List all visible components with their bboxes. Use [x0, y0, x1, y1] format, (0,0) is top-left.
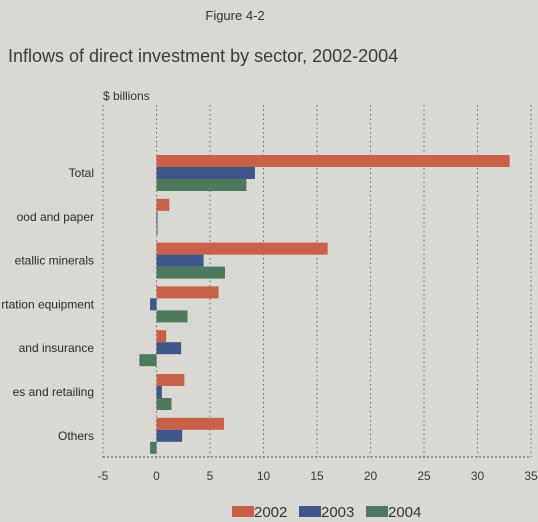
legend-label: 2002	[254, 504, 287, 521]
category-label: and insurance	[19, 341, 95, 355]
x-tick-label: -5	[98, 469, 109, 483]
legend-label: 2004	[388, 504, 421, 521]
bar-2002	[156, 242, 328, 255]
bar-2002	[156, 417, 224, 430]
x-tick-label: 10	[257, 469, 271, 483]
x-tick-label: 0	[153, 469, 160, 483]
bar-2004	[156, 222, 158, 235]
bar-2003	[156, 342, 182, 355]
legend-swatch-2003	[299, 506, 321, 517]
bar-2004	[156, 266, 225, 279]
category-label: es and retailing	[13, 385, 94, 399]
legend-swatch-2002	[232, 506, 254, 517]
bar-2003	[156, 254, 204, 267]
bar-2004	[150, 441, 157, 454]
category-label: ood and paper	[17, 210, 94, 224]
bar-2003	[150, 298, 157, 311]
bar-2003	[156, 167, 255, 179]
category-label: Total	[69, 166, 94, 180]
category-label: Others	[58, 429, 94, 443]
bar-2003	[156, 386, 162, 398]
x-tick-label: 35	[524, 469, 538, 483]
bar-2002	[156, 374, 185, 386]
bar-2004	[156, 310, 188, 323]
x-tick-label: 30	[471, 469, 485, 483]
bar-2004	[156, 179, 247, 191]
x-tick-label: 5	[207, 469, 214, 483]
x-tick-label: 25	[417, 469, 431, 483]
bar-2002	[156, 330, 167, 343]
x-tick-label: 20	[364, 469, 378, 483]
bar-2002	[156, 286, 219, 299]
x-tick-label: 15	[310, 469, 324, 483]
bar-2004	[139, 354, 157, 367]
category-label: etallic minerals	[15, 254, 94, 268]
figure-label: Figure 4-2	[205, 8, 265, 23]
bar-2003	[156, 429, 183, 442]
chart-title: Inflows of direct investment by sector, …	[8, 46, 399, 66]
bar-2002	[156, 198, 170, 211]
unit-label: $ billions	[103, 89, 150, 103]
bar-2003	[156, 210, 158, 223]
bar-2002	[156, 155, 510, 167]
legend-label: 2003	[321, 504, 354, 521]
legend-swatch-2004	[366, 506, 388, 517]
bar-2004	[156, 398, 172, 410]
category-label: rtation equipment	[1, 297, 94, 311]
